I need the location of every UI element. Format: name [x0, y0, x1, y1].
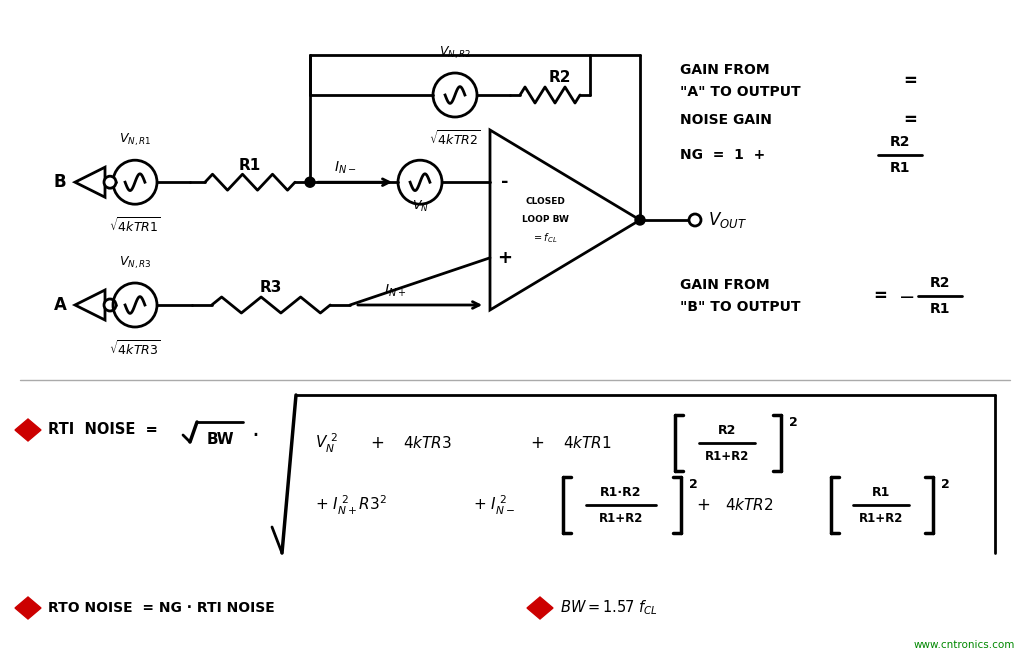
- Circle shape: [104, 176, 116, 188]
- Text: R2: R2: [718, 424, 736, 436]
- Text: RTI  NOISE  =: RTI NOISE =: [48, 422, 157, 438]
- Text: RTO NOISE  = NG · RTI NOISE: RTO NOISE = NG · RTI NOISE: [48, 601, 275, 615]
- Text: -: -: [501, 173, 508, 191]
- Text: $4kTR1$: $4kTR1$: [563, 435, 611, 451]
- Text: R2: R2: [890, 135, 911, 149]
- Text: R1: R1: [872, 486, 890, 499]
- Text: $\sqrt{4kTR3}$: $\sqrt{4kTR3}$: [109, 339, 161, 358]
- Circle shape: [104, 299, 116, 311]
- Text: GAIN FROM: GAIN FROM: [680, 278, 770, 292]
- Text: $V_N$: $V_N$: [412, 199, 428, 214]
- Text: www.cntronics.com: www.cntronics.com: [914, 640, 1015, 650]
- Text: $BW = 1.57\ f_{CL}$: $BW = 1.57\ f_{CL}$: [560, 599, 658, 618]
- Polygon shape: [15, 597, 41, 619]
- Text: GAIN FROM: GAIN FROM: [680, 63, 770, 77]
- Text: R2: R2: [548, 70, 571, 85]
- Polygon shape: [527, 597, 553, 619]
- Text: $V_{N,R3}$: $V_{N,R3}$: [118, 255, 151, 271]
- Text: $\sqrt{4kTR1}$: $\sqrt{4kTR1}$: [109, 216, 161, 235]
- Text: "A" TO OUTPUT: "A" TO OUTPUT: [680, 85, 801, 99]
- Text: R1+R2: R1+R2: [599, 512, 643, 524]
- Text: =: =: [903, 111, 917, 129]
- Text: =: =: [873, 287, 887, 305]
- Text: 2: 2: [689, 478, 698, 491]
- Text: $+\ I_{N+}^{\ 2}R3^2$: $+\ I_{N+}^{\ 2}R3^2$: [315, 493, 387, 516]
- Text: $4kTR3$: $4kTR3$: [403, 435, 452, 451]
- Text: $V_{N,R1}$: $V_{N,R1}$: [118, 132, 151, 148]
- Text: R1: R1: [239, 158, 261, 173]
- Text: LOOP BW: LOOP BW: [522, 215, 568, 225]
- Text: +: +: [497, 249, 512, 267]
- Circle shape: [305, 177, 315, 187]
- Text: $+\ I_{N-}^{\ 2}$: $+\ I_{N-}^{\ 2}$: [473, 493, 516, 516]
- Text: $V_N^{\ 2}$: $V_N^{\ 2}$: [315, 432, 338, 455]
- Text: 2: 2: [941, 478, 950, 491]
- Text: $-$: $-$: [898, 286, 914, 306]
- Text: B: B: [54, 173, 66, 191]
- Text: $+$: $+$: [370, 434, 384, 452]
- Text: NOISE GAIN: NOISE GAIN: [680, 113, 772, 127]
- Polygon shape: [15, 419, 41, 441]
- Text: $+$: $+$: [530, 434, 544, 452]
- Circle shape: [689, 214, 701, 226]
- Text: R1: R1: [930, 302, 950, 316]
- Text: R1: R1: [890, 161, 911, 175]
- Circle shape: [635, 215, 645, 225]
- Text: =: =: [903, 72, 917, 90]
- Text: $V_{OUT}$: $V_{OUT}$: [708, 210, 747, 230]
- Text: R2: R2: [930, 276, 950, 290]
- Text: 2: 2: [789, 417, 797, 430]
- Text: $\cdot$: $\cdot$: [251, 422, 258, 446]
- Text: BW: BW: [206, 432, 234, 447]
- Text: R1·R2: R1·R2: [600, 486, 642, 499]
- Text: $+$: $+$: [696, 496, 710, 514]
- Text: $= f_{CL}$: $= f_{CL}$: [532, 231, 558, 245]
- Text: $\sqrt{4kTR2}$: $\sqrt{4kTR2}$: [429, 129, 481, 148]
- Text: CLOSED: CLOSED: [525, 198, 565, 206]
- Text: R1+R2: R1+R2: [859, 512, 903, 524]
- Text: R3: R3: [259, 281, 282, 296]
- Text: $I_{N+}$: $I_{N+}$: [384, 283, 406, 299]
- Text: $4kTR2$: $4kTR2$: [725, 497, 774, 513]
- Text: R1+R2: R1+R2: [705, 449, 749, 463]
- Text: $V_{N,R2}$: $V_{N,R2}$: [438, 45, 471, 61]
- Text: NG  =  1  +: NG = 1 +: [680, 148, 766, 162]
- Text: "B" TO OUTPUT: "B" TO OUTPUT: [680, 300, 801, 314]
- Text: A: A: [54, 296, 67, 314]
- Text: $I_{N-}$: $I_{N-}$: [333, 160, 356, 176]
